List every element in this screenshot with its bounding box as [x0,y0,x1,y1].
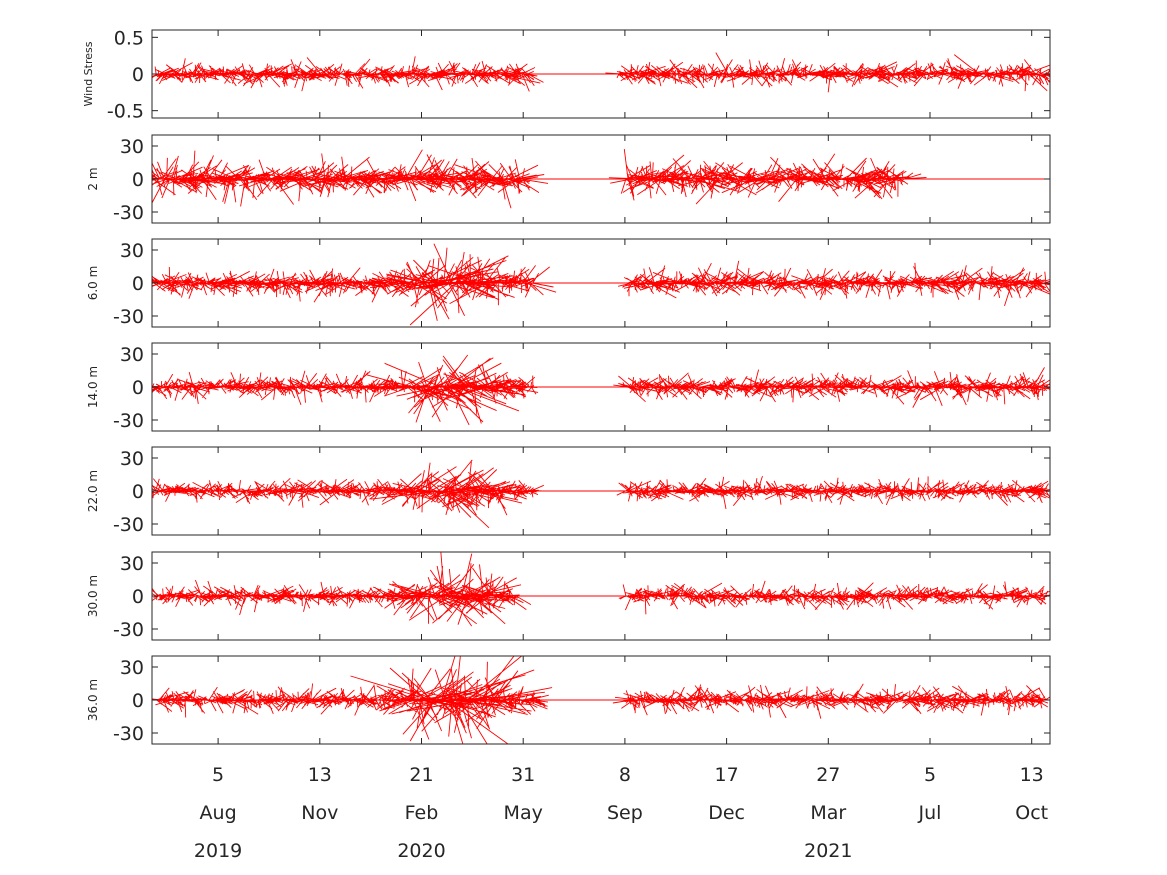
ytick-label: -30 [113,619,144,641]
ytick-label: 0 [132,273,144,295]
xtick-month-label: Aug [200,802,237,824]
panel-plot-area [152,52,1050,93]
x-axis-labels: 5 Aug 13 Nov 21 Feb 31 May 8 Sep 17 Dec 27 Mar 5 Jul 13 O… [194,764,1048,862]
ytick-label: -30 [113,202,144,224]
panel-7: -30 0 30 36.0 m [86,655,1051,745]
ytick-label: 30 [120,136,144,158]
xtick-year-label: 2021 [804,840,852,862]
xtick-month-label: Jul [918,802,942,824]
xtick-day-label: 13 [308,764,332,786]
panel-plot-area [152,656,1050,744]
panel-3: -30 0 30 6.0 m [86,238,1051,328]
ytick-label: 0 [132,377,144,399]
ytick-label: -0.5 [107,101,144,123]
xtick-month-label: Oct [1015,802,1048,824]
stick-vectors [152,243,1050,326]
xtick-year-label: 2019 [194,840,242,862]
panel-4: -30 0 30 14.0 m [86,342,1051,432]
panel-2: -30 0 30 2 m [86,134,1051,224]
xtick-month-label: Mar [810,802,846,824]
xtick-month-label: Sep [607,802,643,824]
ytick-label: 30 [120,344,144,366]
panel-plot-area [152,354,1050,426]
stick-vectors [152,656,1050,744]
xtick-day-label: 13 [1020,764,1044,786]
ylabel: 14.0 m [86,366,100,408]
panel-5: -30 0 30 22.0 m [86,446,1051,536]
xtick-day-label: 5 [212,764,224,786]
xtick-day-label: 17 [715,764,739,786]
ylabel: 6.0 m [86,266,100,301]
xtick-day-label: 21 [409,764,433,786]
ylabel: Wind Stress [82,41,95,106]
ytick-label: 30 [120,240,144,262]
ytick-label: 0.5 [114,27,144,49]
xtick-month-label: Feb [405,802,439,824]
stick-vectors [152,52,1050,93]
ytick-label: 0 [132,690,144,712]
stick-vectors [152,354,1050,426]
xtick-year-label: 2020 [397,840,445,862]
xtick-day-label: 5 [924,764,936,786]
ytick-label: -30 [113,514,144,536]
ylabel: 36.0 m [86,679,100,721]
ylabel: 2 m [86,167,100,190]
panel-plot-area [152,149,1048,209]
xtick-month-label: Dec [708,802,745,824]
xtick-month-label: Nov [301,802,338,824]
panel-plot-area [152,552,1050,627]
ytick-label: 30 [120,448,144,470]
ytick-label: 0 [132,481,144,503]
stick-vectors [152,459,1050,529]
xtick-day-label: 27 [816,764,840,786]
panel-1: -0.5 0 0.5 Wind Stress [82,27,1051,123]
panel-plot-area [152,243,1050,326]
ytick-label: 0 [132,64,144,86]
xtick-day-label: 8 [619,764,631,786]
stick-vectors [152,149,927,209]
panel-6: -30 0 30 30.0 m [86,551,1051,641]
stick-vectors [152,552,1050,627]
ytick-label: -30 [113,306,144,328]
ytick-label: -30 [113,410,144,432]
ytick-label: 30 [120,657,144,679]
ytick-label: -30 [113,723,144,745]
ytick-label: 30 [120,553,144,575]
ytick-label: 0 [132,586,144,608]
ylabel: 22.0 m [86,470,100,512]
ytick-label: 0 [132,169,144,191]
xtick-day-label: 31 [511,764,535,786]
xtick-month-label: May [504,802,543,824]
ylabel: 30.0 m [86,575,100,617]
panel-plot-area [152,459,1050,529]
